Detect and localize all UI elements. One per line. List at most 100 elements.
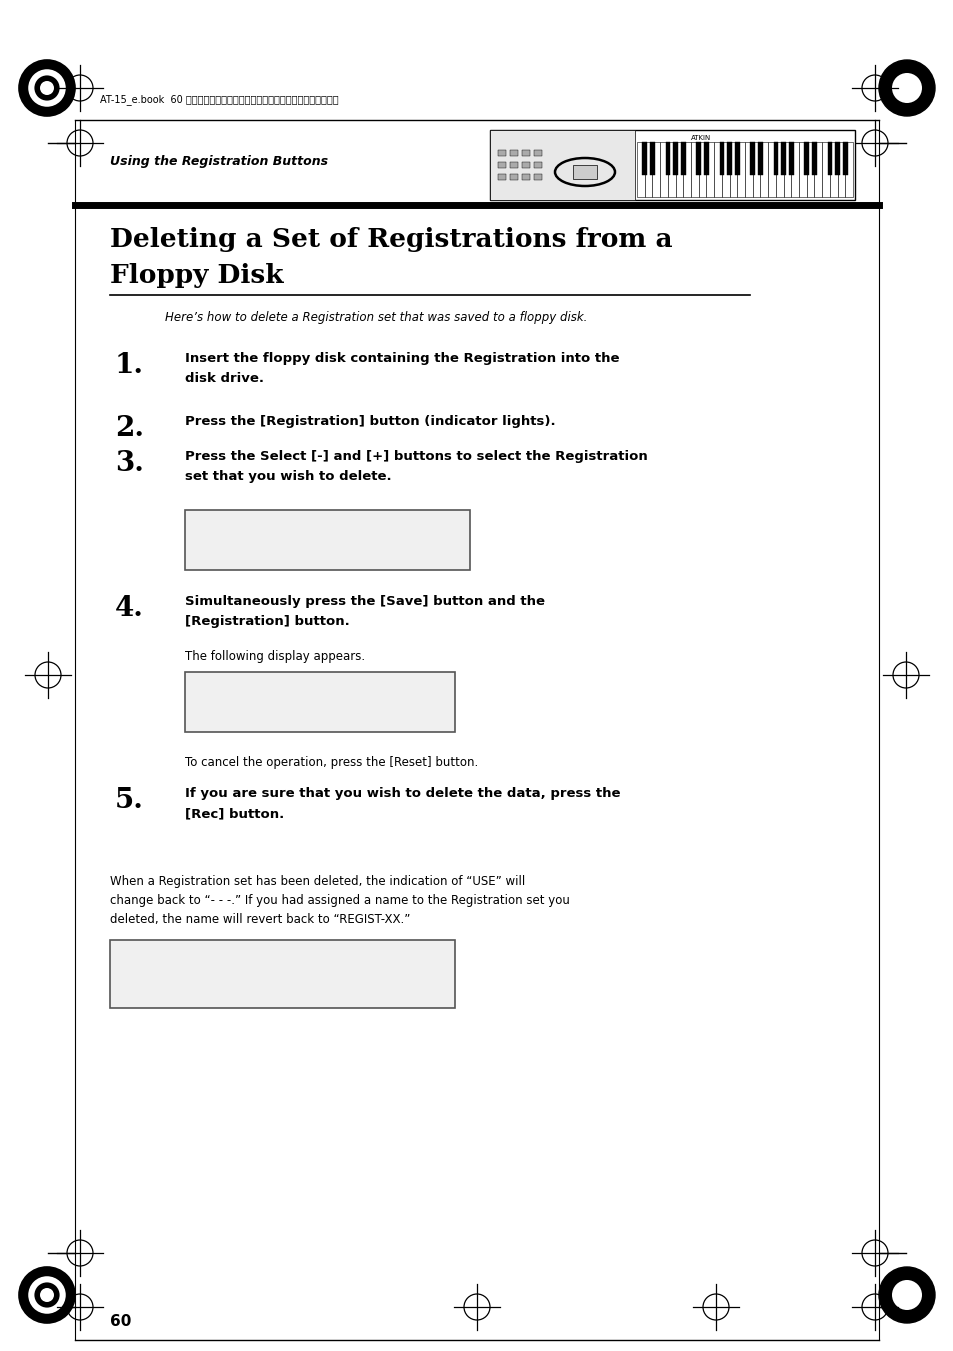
Bar <box>781 142 785 176</box>
Text: Floppy Disk: Floppy Disk <box>110 262 283 288</box>
Circle shape <box>40 1288 54 1302</box>
Bar <box>726 142 731 176</box>
Bar <box>696 142 700 176</box>
Text: Delete Regist?: Delete Regist? <box>193 688 287 698</box>
Text: Deleting a Set of Registrations from a: Deleting a Set of Registrations from a <box>110 227 672 253</box>
Bar <box>649 142 654 176</box>
Bar <box>775 142 782 197</box>
Circle shape <box>19 59 75 116</box>
Bar <box>790 142 799 197</box>
Circle shape <box>19 1267 75 1323</box>
Bar <box>814 142 821 197</box>
Bar <box>719 142 723 176</box>
Bar <box>729 142 737 197</box>
Text: REGIST-01      - - -: REGIST-01 - - - <box>118 959 253 969</box>
Text: Insert the floppy disk containing the Registration into the
disk drive.: Insert the floppy disk containing the Re… <box>185 353 618 385</box>
Bar <box>837 142 844 197</box>
Text: ab: ab <box>495 135 503 141</box>
Text: To cancel the operation, press the [Reset] button.: To cancel the operation, press the [Rese… <box>185 757 477 769</box>
Bar <box>773 142 778 176</box>
Bar <box>734 142 739 176</box>
Bar <box>573 165 597 178</box>
Bar <box>844 142 852 197</box>
Circle shape <box>891 1279 921 1310</box>
Text: 1.: 1. <box>115 353 144 380</box>
Bar <box>750 142 754 176</box>
Text: Press [REC] Method: Press [REC] Method <box>193 712 314 721</box>
Text: If you are sure that you wish to delete the data, press the
[Rec] button.: If you are sure that you wish to delete … <box>185 788 619 820</box>
Bar <box>714 142 721 197</box>
Text: Press the [Registration] button (indicator lights).: Press the [Registration] button (indicat… <box>185 415 555 428</box>
Bar <box>185 671 455 732</box>
Text: AT-15_e.book  60 ページ　２００５年１月２１日　金曜日　午後８時１４分: AT-15_e.book 60 ページ ２００５年１月２１日 金曜日 午後８時１… <box>100 95 338 105</box>
Bar <box>826 142 831 176</box>
Bar <box>490 130 854 200</box>
Bar <box>510 150 517 155</box>
Text: 5.: 5. <box>115 788 144 815</box>
Text: Here’s how to delete a Registration set that was saved to a floppy disk.: Here’s how to delete a Registration set … <box>165 312 587 324</box>
Bar <box>637 142 644 197</box>
Bar <box>673 142 678 176</box>
Text: 2.: 2. <box>115 415 144 442</box>
Bar <box>680 142 685 176</box>
Circle shape <box>28 1275 67 1315</box>
Circle shape <box>40 81 54 95</box>
Text: ATKIN: ATKIN <box>690 135 710 141</box>
Bar <box>534 150 541 155</box>
Bar <box>767 142 775 197</box>
Bar <box>690 142 698 197</box>
Circle shape <box>34 76 59 100</box>
Bar <box>521 162 530 168</box>
Text: 3.: 3. <box>115 450 144 477</box>
Bar <box>652 142 659 197</box>
Bar <box>758 142 762 176</box>
Bar <box>521 174 530 180</box>
Text: Mem:Factory Reg.: Mem:Factory Reg. <box>193 550 301 561</box>
Circle shape <box>878 1267 934 1323</box>
Bar <box>811 142 816 176</box>
Bar <box>490 130 635 200</box>
Text: Simultaneously press the [Save] button and the
[Registration] button.: Simultaneously press the [Save] button a… <box>185 594 544 628</box>
Circle shape <box>34 1282 59 1308</box>
Text: 60: 60 <box>110 1315 132 1329</box>
Bar <box>842 142 846 176</box>
Bar <box>788 142 793 176</box>
Bar <box>497 174 505 180</box>
Bar <box>752 142 760 197</box>
Bar <box>744 142 752 197</box>
Bar <box>665 142 669 176</box>
Circle shape <box>891 73 921 103</box>
Bar <box>760 142 767 197</box>
Bar <box>705 142 714 197</box>
Bar <box>721 142 729 197</box>
Bar <box>510 162 517 168</box>
Bar <box>644 142 652 197</box>
Bar <box>185 509 470 570</box>
Bar <box>497 150 505 155</box>
Bar <box>110 940 455 1008</box>
Circle shape <box>28 69 67 108</box>
Bar <box>521 150 530 155</box>
Bar <box>641 142 646 176</box>
Bar <box>829 142 837 197</box>
Text: Mem:Factory Reg.: Mem:Factory Reg. <box>118 986 226 996</box>
Text: Press the Select [-] and [+] buttons to select the Registration
set that you wis: Press the Select [-] and [+] buttons to … <box>185 450 647 484</box>
Bar <box>737 142 744 197</box>
Text: No Regist.     USE: No Regist. USE <box>193 526 314 536</box>
Bar <box>799 142 806 197</box>
Bar <box>510 174 517 180</box>
Bar <box>803 142 808 176</box>
Bar <box>659 142 667 197</box>
Bar <box>497 162 505 168</box>
Bar <box>806 142 814 197</box>
Text: Using the Registration Buttons: Using the Registration Buttons <box>110 155 328 169</box>
Text: The following display appears.: The following display appears. <box>185 650 365 663</box>
Bar <box>667 142 675 197</box>
Bar <box>835 142 839 176</box>
Bar <box>534 162 541 168</box>
Bar <box>675 142 682 197</box>
Text: When a Registration set has been deleted, the indication of “USE” will
change ba: When a Registration set has been deleted… <box>110 875 569 925</box>
Bar <box>821 142 829 197</box>
Bar <box>703 142 708 176</box>
Bar <box>682 142 690 197</box>
